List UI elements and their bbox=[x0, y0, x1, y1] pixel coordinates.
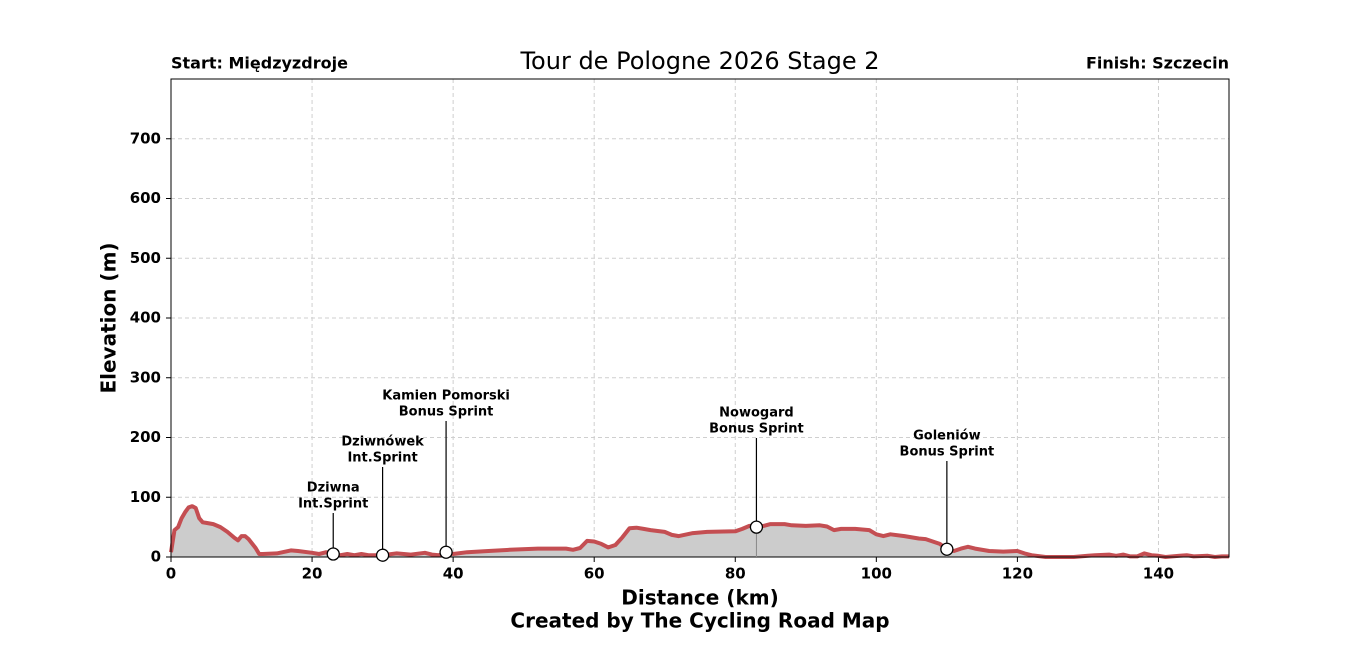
plot-frame bbox=[170, 78, 1230, 558]
annotation-label: Int.Sprint bbox=[298, 497, 368, 512]
sprint-marker bbox=[375, 548, 390, 562]
x-tick-label: 40 bbox=[443, 565, 464, 583]
y-tick-label: 700 bbox=[130, 129, 161, 147]
x-tick-label: 20 bbox=[302, 565, 323, 583]
x-tick-label: 120 bbox=[1002, 565, 1033, 583]
annotation-label: Int.Sprint bbox=[347, 451, 417, 466]
x-tick-label: 100 bbox=[861, 565, 892, 583]
y-axis-label: Elevation (m) bbox=[97, 242, 121, 393]
x-axis-label: Distance (km) bbox=[621, 586, 778, 610]
credit: Created by The Cycling Road Map bbox=[510, 609, 889, 633]
annotation-label: Bonus Sprint bbox=[709, 422, 804, 437]
x-tick-label: 60 bbox=[584, 565, 605, 583]
chart-title: Tour de Pologne 2026 Stage 2 bbox=[519, 47, 879, 75]
y-tick-label: 600 bbox=[130, 189, 161, 207]
sprint-marker bbox=[749, 520, 764, 534]
y-tick-label: 400 bbox=[130, 309, 161, 327]
start-label: Start: Międzyzdroje bbox=[171, 54, 348, 73]
annotation-name: Nowogard bbox=[719, 406, 794, 421]
y-tick-label: 100 bbox=[130, 488, 161, 506]
x-tick-label: 0 bbox=[166, 565, 176, 583]
annotation-label: Bonus Sprint bbox=[900, 445, 995, 460]
annotation-name: Dziwna bbox=[307, 481, 360, 496]
x-tick-label: 80 bbox=[725, 565, 746, 583]
y-tick-label: 0 bbox=[151, 548, 161, 566]
y-tick-label: 300 bbox=[130, 368, 161, 386]
x-tick-label: 140 bbox=[1143, 565, 1174, 583]
sprint-marker bbox=[439, 545, 453, 559]
sprint-marker bbox=[940, 542, 954, 556]
y-tick-label: 500 bbox=[130, 249, 161, 267]
y-tick-label: 200 bbox=[130, 428, 161, 446]
finish-label: Finish: Szczecin bbox=[1086, 54, 1229, 73]
annotation-name: Goleniów bbox=[913, 429, 981, 444]
annotation-label: Bonus Sprint bbox=[399, 405, 494, 420]
annotation-name: Dziwnówek bbox=[341, 435, 424, 450]
elevation-area bbox=[171, 506, 1229, 557]
annotation-name: Kamien Pomorski bbox=[382, 389, 510, 404]
sprint-marker bbox=[326, 547, 340, 561]
